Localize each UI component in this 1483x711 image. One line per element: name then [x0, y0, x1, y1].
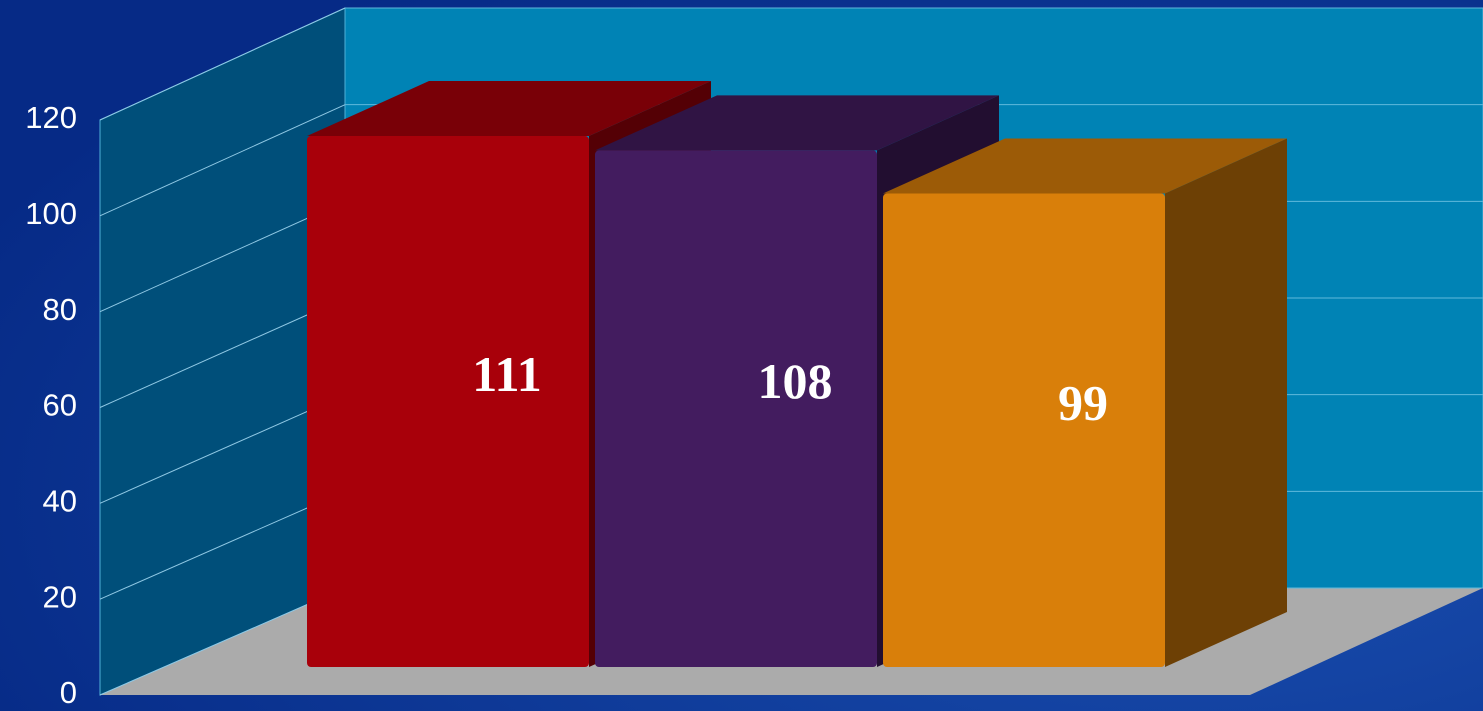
bar-top — [307, 81, 711, 137]
value-label: 108 — [758, 353, 833, 409]
grid-line — [99, 7, 346, 121]
grid-line — [99, 104, 346, 217]
grid-line — [99, 587, 346, 696]
bar-top — [883, 138, 1287, 194]
value-label: 99 — [1058, 375, 1108, 431]
bar — [307, 136, 589, 668]
grid-line — [99, 490, 346, 600]
y-tick-label: 80 — [43, 292, 77, 327]
y-tick-label: 40 — [43, 484, 77, 519]
value-label: 111 — [472, 346, 541, 402]
y-tick-label: 20 — [43, 579, 77, 614]
y-tick-label: 100 — [25, 196, 77, 231]
y-tick-label: 0 — [60, 675, 77, 710]
bar — [595, 150, 877, 667]
y-tick-label: 120 — [25, 100, 77, 135]
y-tick-label: 60 — [43, 388, 77, 423]
grid-line — [99, 200, 346, 313]
bar — [883, 193, 1165, 667]
bar-side — [1165, 138, 1287, 667]
grid-line — [99, 394, 346, 504]
grid-line — [99, 297, 346, 408]
bar-top — [595, 95, 999, 151]
